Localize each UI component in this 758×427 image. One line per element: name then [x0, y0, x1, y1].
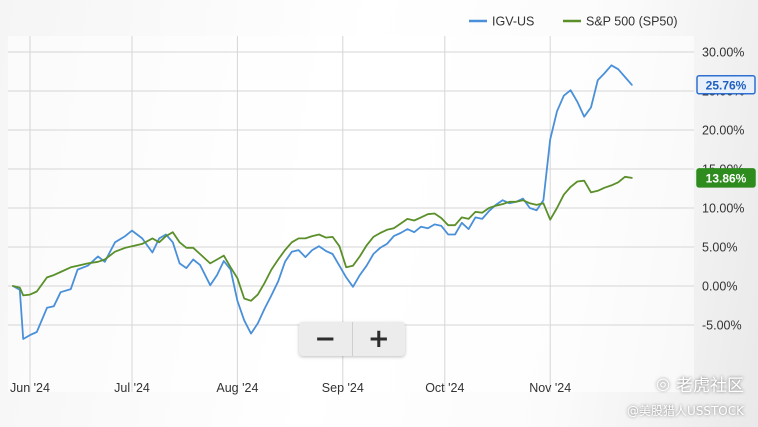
x-axis-ticks: Jun '24 Jul '24 Aug '24 Sep '24 Oct '24 Nov '…: [10, 381, 571, 395]
zoom-out-button[interactable]: −: [314, 324, 337, 354]
x-tick-label: Aug '24: [216, 381, 258, 395]
y-tick-label: 30.00%: [702, 46, 744, 60]
last-value-badges: 25.76% 13.86%: [696, 75, 756, 188]
last-value-label: 13.86%: [706, 171, 747, 185]
watermark-brand-text: 老虎社区: [676, 376, 744, 396]
y-tick-label: 20.00%: [702, 124, 744, 138]
y-tick-label: 0.00%: [702, 280, 737, 294]
x-tick-label: Jun '24: [10, 381, 50, 395]
zoom-controls: − +: [299, 322, 405, 356]
x-tick-label: Jul '24: [114, 381, 150, 395]
x-tick-label: Oct '24: [425, 381, 464, 395]
y-axis-ticks: 30.00%25.00%20.00%15.00%10.00%5.00%0.00%…: [702, 46, 744, 333]
grid-horizontal: [8, 51, 694, 326]
legend-label: S&P 500 (SP50): [586, 15, 678, 29]
legend-label: IGV-US: [492, 15, 534, 29]
x-tick-label: Nov '24: [529, 381, 571, 395]
series-line-igv: [12, 64, 633, 340]
x-tick-label: Sep '24: [322, 381, 364, 395]
watermark: ◎ 老虎社区 @美股猎人USSTOCK: [627, 371, 744, 419]
watermark-handle: @美股猎人USSTOCK: [626, 404, 744, 418]
series-layer: [12, 64, 633, 340]
y-tick-label: 5.00%: [702, 241, 737, 255]
zoom-in-button[interactable]: +: [351, 322, 406, 356]
tiger-logo-icon: ◎: [656, 374, 670, 393]
last-value-label: 25.76%: [706, 78, 747, 92]
y-tick-label: 10.00%: [702, 202, 744, 216]
watermark-brand: ◎ 老虎社区: [627, 371, 744, 396]
last-value-badge: [696, 168, 756, 188]
last-value-badge: [696, 75, 756, 95]
y-tick-label: -5.00%: [702, 319, 742, 333]
legend: IGV-US S&P 500 (SP50): [469, 15, 678, 29]
series-line-sp500: [12, 175, 633, 302]
